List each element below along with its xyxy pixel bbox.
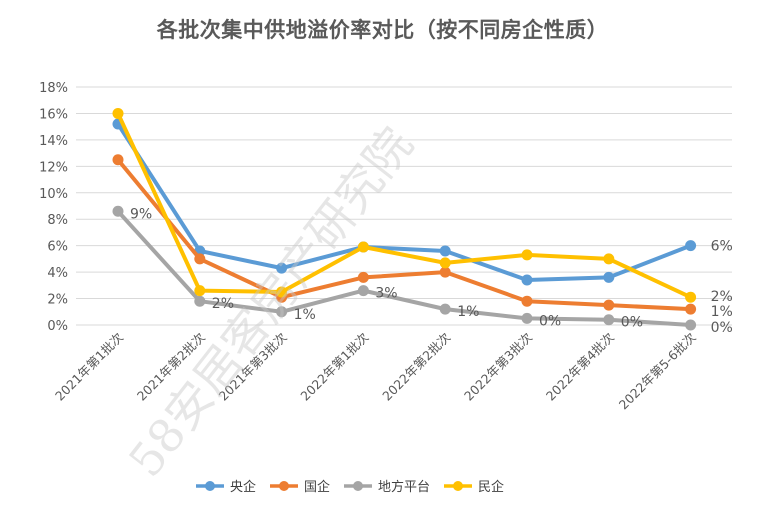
- data-label: 0%: [621, 315, 643, 331]
- series-line: [116, 111, 693, 300]
- data-label: 2%: [212, 296, 234, 312]
- data-point: [439, 266, 451, 278]
- data-point: [357, 285, 369, 297]
- data-point: [439, 245, 451, 257]
- data-point: [603, 271, 615, 283]
- data-label: 1%: [294, 307, 316, 323]
- data-point: [194, 295, 206, 307]
- x-tick-label: 2022年第5-6批次: [616, 330, 699, 413]
- legend-marker: [279, 481, 289, 491]
- data-label: 1%: [711, 304, 733, 320]
- data-labels: 9%2%1%3%1%0% 0%6%2%1%0%: [130, 206, 733, 336]
- data-point: [603, 253, 615, 265]
- data-point: [439, 303, 451, 315]
- legend: 央企 国企 地方平台 民企: [196, 479, 504, 495]
- y-tick-label: 10%: [39, 187, 68, 202]
- x-axis-ticks: 2021年第1批次 2021年第2批次 2021年第3批次 2022年第1批次 2022…: [52, 330, 699, 413]
- data-point: [603, 314, 615, 326]
- legend-marker: [205, 481, 215, 491]
- data-label: 6%: [711, 239, 733, 255]
- y-tick-label: 12%: [39, 160, 68, 175]
- data-point: [685, 319, 697, 331]
- legend-label: 国企: [304, 479, 330, 495]
- data-point: [521, 295, 533, 307]
- data-label: 1%: [457, 304, 479, 320]
- y-tick-label: 2%: [47, 293, 68, 308]
- y-tick-label: 8%: [47, 213, 68, 228]
- data-label: 2%: [711, 289, 733, 305]
- y-tick-label: 14%: [39, 134, 68, 149]
- data-point: [685, 303, 697, 315]
- data-label: 0%: [711, 320, 733, 336]
- data-point: [194, 253, 206, 265]
- y-tick-label: 0%: [47, 319, 68, 334]
- data-point: [276, 306, 288, 318]
- series-layer: [112, 107, 697, 331]
- y-tick-label: 4%: [47, 266, 68, 281]
- x-tick-label: 2022年第2批次: [379, 330, 453, 404]
- x-tick-label: 2022年第3批次: [461, 330, 535, 404]
- data-point: [112, 154, 124, 166]
- data-point: [276, 262, 288, 274]
- data-point: [603, 299, 615, 311]
- x-tick-label: 2021年第1批次: [52, 330, 126, 404]
- series-line: [116, 157, 693, 312]
- data-point: [112, 107, 124, 119]
- series-line: [116, 122, 693, 283]
- chart-title: 各批次集中供地溢价率对比（按不同房企性质）: [156, 18, 609, 42]
- data-point: [357, 271, 369, 283]
- data-point: [685, 240, 697, 252]
- data-point: [194, 285, 206, 297]
- watermark-text: 58安居客房产研究院: [118, 117, 423, 486]
- y-axis-ticks: 0% 2% 4% 6% 8% 10% 12% 14% 16% 18%: [39, 81, 68, 334]
- data-point: [439, 257, 451, 269]
- legend-label: 地方平台: [378, 479, 430, 495]
- data-label: 3%: [375, 286, 397, 302]
- gridlines: [76, 86, 732, 326]
- data-point: [112, 205, 124, 217]
- watermark-layer: 58安居客房产研究院: [118, 117, 423, 486]
- data-point: [521, 312, 533, 324]
- data-point: [685, 291, 697, 303]
- data-point: [276, 286, 288, 298]
- x-tick-label: 2022年第1批次: [297, 330, 371, 404]
- legend-marker: [453, 481, 463, 491]
- y-tick-label: 18%: [39, 81, 68, 96]
- y-tick-label: 6%: [47, 240, 68, 255]
- data-point: [521, 249, 533, 261]
- y-tick-label: 16%: [39, 107, 68, 122]
- data-point: [357, 241, 369, 253]
- data-label: 0%: [539, 313, 561, 329]
- legend-label: 民企: [478, 479, 504, 495]
- legend-marker: [353, 481, 363, 491]
- series-line: [116, 209, 693, 327]
- data-point: [521, 274, 533, 286]
- x-tick-label: 2022年第4批次: [543, 330, 617, 404]
- legend-label: 央企: [230, 479, 256, 495]
- data-label: 9%: [130, 206, 152, 222]
